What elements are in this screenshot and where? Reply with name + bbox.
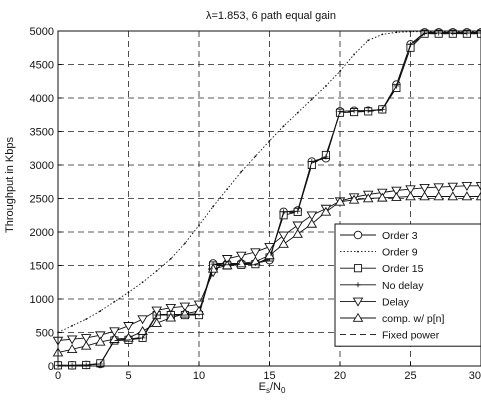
data-point	[396, 31, 398, 33]
data-point	[448, 192, 457, 200]
y-tick-label: 2000	[30, 227, 54, 239]
y-axis-title: Throughput in Kbps	[4, 136, 16, 233]
x-tick-label: 0	[55, 370, 61, 382]
legend: Order 3 Order 9 Order 15 No delay Delay comp.…	[335, 224, 481, 346]
legend-swatch-marker	[357, 251, 359, 253]
x-tick-label: 30	[469, 370, 481, 382]
data-point	[477, 182, 481, 190]
legend-label: Order 9	[382, 247, 418, 259]
data-point	[293, 230, 302, 238]
legend-label: No delay	[382, 280, 424, 292]
data-point	[279, 240, 288, 248]
data-point	[297, 112, 299, 114]
data-point	[128, 291, 130, 293]
data-point	[269, 140, 271, 142]
data-point	[311, 98, 313, 100]
data-point	[198, 224, 200, 226]
legend-label: Order 15	[382, 263, 424, 275]
data-point	[195, 307, 204, 315]
data-point	[156, 270, 158, 272]
x-tick-label: 5	[125, 370, 131, 382]
data-point	[99, 310, 101, 312]
data-point	[184, 242, 186, 244]
legend-label: Delay	[382, 296, 410, 308]
y-tick-label: 1000	[30, 294, 54, 306]
data-point	[255, 155, 257, 157]
data-point	[85, 318, 87, 320]
x-axis-title-sub2: 0	[281, 386, 286, 395]
y-tick-label: 3000	[30, 160, 54, 172]
data-point	[124, 323, 133, 331]
legend-label: Fixed power	[382, 330, 440, 342]
legend-label: comp. w/ p[n]	[382, 313, 445, 325]
data-point	[477, 192, 481, 200]
y-tick-label: 2500	[30, 194, 54, 206]
x-axis-title-slash: /N	[270, 381, 281, 393]
data-point	[226, 188, 228, 190]
data-point	[462, 192, 471, 200]
data-point	[293, 222, 302, 230]
data-point	[138, 316, 147, 324]
data-point	[212, 206, 214, 208]
x-axis-title-main: E	[259, 381, 266, 393]
legend-swatch-marker	[354, 265, 361, 272]
y-tick-label: 5000	[30, 26, 54, 38]
data-point	[283, 125, 285, 127]
data-point	[406, 192, 415, 200]
y-tick-label: 4000	[30, 93, 54, 105]
y-tick-label: 1500	[30, 261, 54, 273]
data-point	[353, 54, 355, 56]
data-point	[367, 39, 369, 41]
data-point	[240, 171, 242, 173]
data-point	[114, 301, 116, 303]
y-tick-label: 3500	[30, 127, 54, 139]
x-tick-label: 20	[334, 370, 346, 382]
data-point	[420, 192, 429, 200]
data-point	[279, 232, 288, 240]
y-tick-label: 4500	[30, 60, 54, 72]
data-point	[325, 85, 327, 87]
data-point	[307, 212, 316, 220]
x-tick-label: 25	[404, 370, 416, 382]
data-point	[339, 70, 341, 72]
data-point	[170, 258, 172, 260]
data-point	[381, 33, 383, 35]
legend-label: Order 3	[382, 230, 418, 242]
data-point	[321, 208, 330, 216]
data-point	[71, 325, 73, 327]
x-tick-label: 10	[193, 370, 205, 382]
y-tick-label: 500	[36, 328, 54, 340]
y-tick-label: 0	[48, 361, 54, 373]
chart-title: λ=1.853, 6 path equal gain	[206, 10, 336, 22]
legend-swatch-marker	[354, 231, 362, 239]
x-axis-title: Es/N0	[259, 381, 286, 395]
data-point	[142, 281, 144, 283]
data-point	[434, 192, 443, 200]
